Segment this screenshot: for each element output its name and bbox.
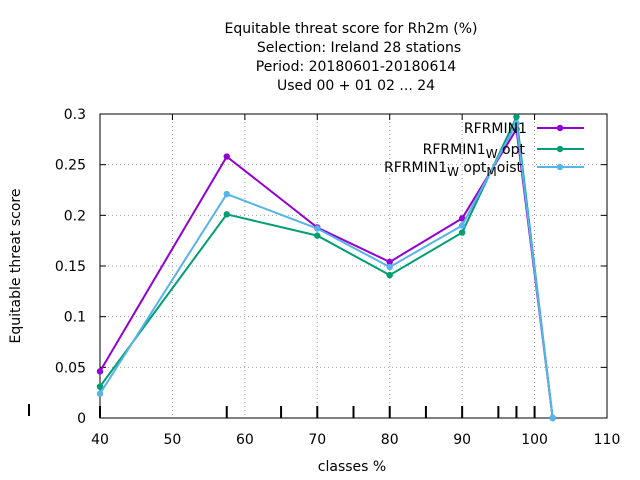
tick-labels: 40 50 60 70 80 90 100 110 0 0.05 0.1 0.15 0.2 0.25 0.3 [55,107,621,448]
y-tick-label: 0.15 [55,259,86,275]
y-tick-label: 0.05 [55,360,86,376]
data-point [386,258,393,266]
legend-entry-1: RFRMIN1 [464,121,584,137]
y-tick-label: 0 [77,411,86,427]
data-point [513,119,520,127]
title-line-2: Selection: Ireland 28 stations [257,40,461,56]
y-tick-label: 0.2 [64,208,86,224]
data-point [223,153,230,160]
legend-entry-3: RFRMIN1W optMoist [384,160,584,179]
x-axis-label: classes % [318,459,386,475]
legend-marker [556,163,564,171]
title-line-4: Used 00 + 01 02 ... 24 [277,78,435,94]
x-tick-label: 70 [308,432,326,448]
series-lines [96,113,556,422]
data-point [458,229,466,236]
data-point [458,222,466,229]
data-point [314,225,321,232]
data-point [513,113,520,121]
x-tick-label: 100 [521,432,548,448]
data-point [223,211,230,218]
legend-label: RFRMIN1 [464,121,527,137]
data-point [96,383,104,390]
data-point [386,263,393,271]
title-line-3: Period: 20180601-20180614 [256,59,456,75]
y-tick-label: 0.3 [64,107,86,123]
legend-label: RFRMIN1W optMoist [384,160,522,179]
chart-title: Equitable threat score for Rh2m (%) Sele… [225,21,478,94]
x-tick-label: 90 [453,432,471,448]
grid [100,114,607,418]
title-line-1: Equitable threat score for Rh2m (%) [225,21,478,37]
data-point [223,190,230,198]
data-point [314,232,321,239]
legend-marker [556,124,564,132]
x-tick-label: 110 [594,432,621,448]
data-point [386,271,393,279]
x-tick-label: 80 [381,432,399,448]
legend-label: RFRMIN1W opt [423,142,526,161]
data-point [96,368,104,375]
x-tick-label: 50 [164,432,182,448]
y-axis-label: Equitable threat score [8,189,24,344]
data-point [458,215,466,222]
y-tick-label: 0.25 [55,158,86,174]
y-tick-label: 0.1 [64,310,86,326]
legend-marker [556,145,564,153]
data-point [549,414,556,422]
series-3 [96,119,556,422]
data-point [96,390,104,397]
legend-entry-2: RFRMIN1W opt [423,142,584,161]
x-tick-label: 40 [91,432,109,448]
x-tick-label: 60 [236,432,254,448]
plot-frame [99,113,608,419]
